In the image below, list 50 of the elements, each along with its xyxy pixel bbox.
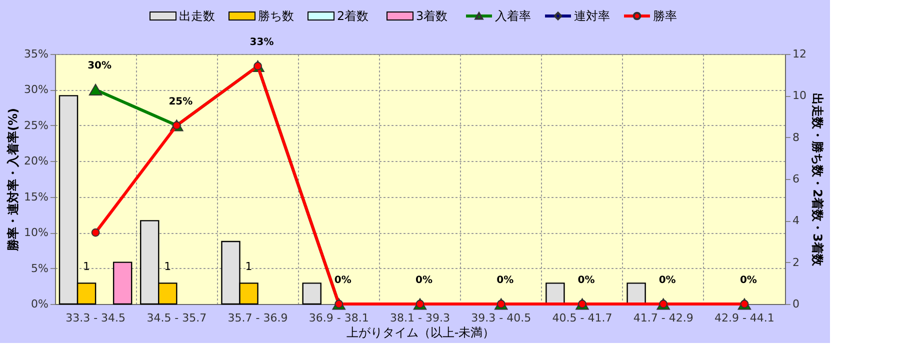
y2-tick-label: 4 <box>792 214 800 228</box>
y2-tick-label: 8 <box>792 130 800 144</box>
y-tick-label: 30% <box>24 83 48 96</box>
y-tick-label: 10% <box>24 226 48 240</box>
x-tick-label: 42.9 - 44.1 <box>714 312 774 324</box>
point <box>88 84 102 96</box>
y-tick-label: 25% <box>24 118 48 132</box>
data-label: 30% <box>88 60 112 72</box>
bar <box>112 262 132 305</box>
data-label: 1 <box>83 260 90 274</box>
x-tick-label: 38.1 - 39.3 <box>390 312 450 324</box>
y2-axis-title: 出走数・勝ち数・2着数・3着数 <box>810 93 824 267</box>
y2-tick-label: 10 <box>792 89 806 102</box>
x-tick-label: 34.5 - 35.7 <box>146 312 207 324</box>
data-label: 1 <box>164 260 172 274</box>
legend-label: 2着数 <box>337 9 369 23</box>
x-tick-label: 41.7 - 42.9 <box>633 312 694 324</box>
point <box>91 228 100 237</box>
legend-label: 入着率 <box>495 9 531 23</box>
y-tick-label: 0% <box>31 298 48 310</box>
y-axis-title: 勝率・連対率・入着率(%) <box>6 108 20 252</box>
legend-label: 出走数 <box>179 9 215 23</box>
legend-label: 勝ち数 <box>258 9 294 23</box>
data-label: 33% <box>250 37 274 48</box>
data-label: 0% <box>416 275 432 286</box>
data-label: 0% <box>658 275 676 286</box>
data-label: 0% <box>334 275 352 286</box>
y-tick-label: 15% <box>24 190 48 204</box>
x-tick-label: 33.3 - 34.5 <box>66 312 126 324</box>
y2-tick-label: 12 <box>792 48 806 60</box>
y2-tick-label: 2 <box>792 256 800 269</box>
y2-tick-label: 6 <box>792 172 800 186</box>
data-label: 0% <box>496 275 514 286</box>
legend-label: 連対率 <box>574 9 610 23</box>
y-tick-label: 5% <box>31 262 48 275</box>
data-label: 25% <box>168 96 193 108</box>
data-label: 1 <box>245 260 252 274</box>
x-axis-title: 上がりタイム（以上-未満） <box>346 326 495 340</box>
x-tick-label: 35.7 - 36.9 <box>228 312 288 324</box>
legend-label: 3着数 <box>416 9 448 23</box>
x-tick-label: 36.9 - 38.1 <box>308 312 369 324</box>
y2-tick-label: 0 <box>792 298 800 310</box>
bar <box>302 282 322 305</box>
x-tick-label: 40.5 - 41.7 <box>552 312 612 324</box>
legend-label: 勝率 <box>653 9 677 23</box>
data-label: 0% <box>578 275 595 286</box>
y-tick-label: 35% <box>24 48 48 60</box>
data-label: 0% <box>740 275 757 286</box>
x-tick-label: 39.3 - 40.5 <box>471 312 532 324</box>
y-tick-label: 20% <box>24 154 48 168</box>
